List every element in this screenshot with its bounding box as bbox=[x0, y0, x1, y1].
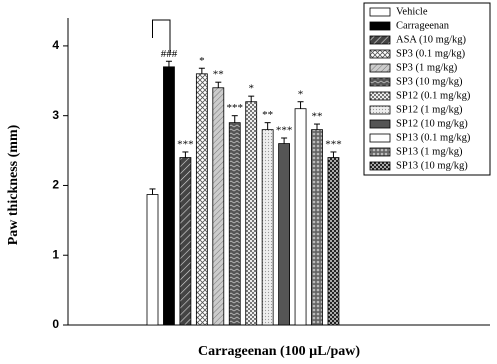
legend-label: SP13 (1 mg/kg) bbox=[396, 146, 463, 157]
significance-label: *** bbox=[325, 138, 342, 150]
legend-swatch bbox=[369, 21, 391, 31]
bar bbox=[195, 73, 208, 326]
legend-label: SP12 (1 mg/kg) bbox=[396, 104, 463, 115]
legend-swatch bbox=[369, 147, 391, 157]
y-axis-label: Paw thickness (mm) bbox=[6, 124, 21, 245]
significance-label: *** bbox=[227, 102, 244, 114]
legend-swatch bbox=[369, 119, 391, 129]
bar bbox=[179, 157, 192, 326]
bar bbox=[278, 143, 291, 326]
legend-label: SP12 (0.1 mg/kg) bbox=[396, 90, 471, 101]
bar bbox=[228, 122, 241, 326]
legend-swatch bbox=[369, 91, 391, 101]
legend-label: SP3 (0.1 mg/kg) bbox=[396, 48, 466, 59]
significance-label: * bbox=[199, 55, 205, 67]
bar bbox=[311, 129, 323, 326]
y-tick-label: 2 bbox=[52, 178, 59, 192]
legend-label: SP3 (1 mg/kg) bbox=[396, 62, 458, 73]
y-tick-label: 0 bbox=[52, 317, 59, 331]
significance-label: *** bbox=[276, 125, 293, 137]
bar bbox=[327, 157, 340, 326]
bar bbox=[294, 108, 307, 326]
bar bbox=[146, 194, 159, 326]
legend-label: ASA (10 mg/kg) bbox=[396, 34, 467, 45]
legend-swatch bbox=[369, 161, 391, 171]
significance-label: ### bbox=[161, 48, 178, 60]
bar bbox=[212, 87, 225, 326]
legend-label: SP13 (10 mg/kg) bbox=[396, 160, 468, 171]
significance-label: ** bbox=[262, 109, 273, 121]
legend-swatch bbox=[369, 63, 391, 73]
bar bbox=[163, 66, 175, 326]
significance-label: * bbox=[248, 83, 254, 95]
bracket bbox=[152, 19, 171, 55]
y-tick-label: 3 bbox=[52, 108, 59, 122]
x-axis-label: Carrageenan (100 µL/paw) bbox=[198, 344, 360, 359]
bar bbox=[245, 101, 258, 326]
significance-label: *** bbox=[177, 138, 194, 150]
legend-swatch bbox=[369, 105, 391, 115]
y-tick-label: 4 bbox=[52, 38, 59, 52]
y-tick-label: 1 bbox=[52, 247, 59, 261]
legend-swatch bbox=[369, 35, 391, 45]
legend-swatch bbox=[369, 7, 391, 17]
legend-swatch bbox=[369, 49, 391, 59]
significance-label: ** bbox=[213, 69, 224, 81]
significance-label: * bbox=[298, 88, 304, 100]
legend-label: Vehicle bbox=[396, 6, 428, 17]
bar bbox=[261, 129, 274, 326]
legend-label: SP3 (10 mg/kg) bbox=[396, 76, 463, 87]
legend bbox=[363, 2, 491, 176]
legend-label: Carrageenan bbox=[396, 20, 450, 31]
legend-swatch bbox=[369, 77, 391, 87]
significance-label: ** bbox=[312, 111, 323, 123]
legend-label: SP13 (0.1 mg/kg) bbox=[396, 132, 471, 143]
legend-swatch bbox=[369, 133, 391, 143]
legend-label: SP12 (10 mg/kg) bbox=[396, 118, 468, 129]
